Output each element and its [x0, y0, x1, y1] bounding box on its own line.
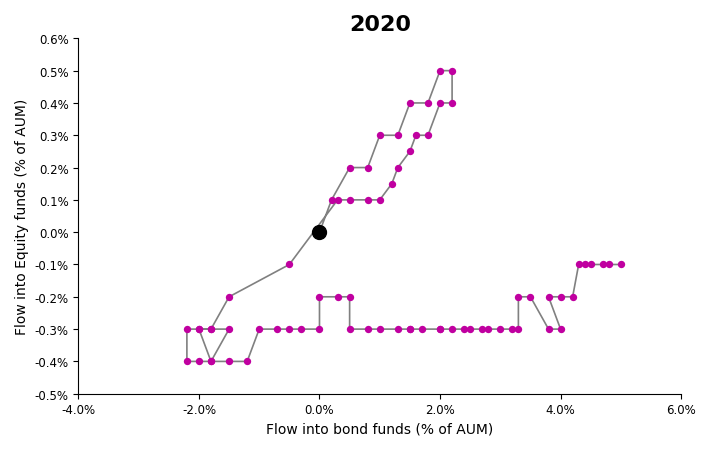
Point — [205, 326, 217, 333]
Point — [405, 326, 416, 333]
Point — [314, 229, 325, 236]
Title: 2020: 2020 — [349, 15, 411, 35]
Point — [422, 100, 434, 107]
Point — [193, 358, 205, 365]
Point — [314, 229, 325, 236]
Point — [464, 326, 476, 333]
Point — [332, 294, 343, 301]
Point — [585, 261, 597, 268]
Point — [332, 197, 343, 204]
Point — [410, 132, 422, 139]
Point — [284, 326, 295, 333]
Point — [205, 358, 217, 365]
Point — [483, 326, 494, 333]
Point — [447, 326, 458, 333]
Point — [326, 197, 337, 204]
Point — [447, 100, 458, 107]
Point — [525, 294, 536, 301]
X-axis label: Flow into bond funds (% of AUM): Flow into bond funds (% of AUM) — [266, 422, 493, 436]
Point — [242, 358, 253, 365]
Point — [579, 261, 590, 268]
Point — [193, 326, 205, 333]
Point — [422, 132, 434, 139]
Point — [555, 294, 566, 301]
Point — [434, 326, 446, 333]
Point — [459, 326, 470, 333]
Point — [597, 261, 609, 268]
Point — [223, 358, 235, 365]
Point — [193, 326, 205, 333]
Point — [374, 132, 385, 139]
Point — [507, 326, 518, 333]
Point — [615, 261, 626, 268]
Point — [392, 165, 404, 172]
Point — [542, 294, 554, 301]
Point — [205, 358, 217, 365]
Point — [181, 358, 193, 365]
Point — [344, 294, 356, 301]
Point — [205, 326, 217, 333]
Point — [223, 294, 235, 301]
Point — [434, 100, 446, 107]
Point — [405, 100, 416, 107]
Point — [181, 326, 193, 333]
Point — [405, 326, 416, 333]
Point — [392, 326, 404, 333]
Point — [362, 197, 373, 204]
Point — [447, 68, 458, 75]
Point — [254, 326, 265, 333]
Point — [362, 326, 373, 333]
Point — [344, 197, 356, 204]
Point — [344, 326, 356, 333]
Point — [344, 165, 356, 172]
Point — [555, 326, 566, 333]
Point — [567, 294, 578, 301]
Point — [223, 326, 235, 333]
Point — [374, 197, 385, 204]
Point — [513, 326, 524, 333]
Point — [296, 326, 307, 333]
Point — [405, 148, 416, 156]
Point — [314, 294, 325, 301]
Y-axis label: Flow into Equity funds (% of AUM): Flow into Equity funds (% of AUM) — [15, 99, 29, 334]
Point — [513, 294, 524, 301]
Point — [314, 326, 325, 333]
Point — [495, 326, 506, 333]
Point — [434, 68, 446, 75]
Point — [392, 132, 404, 139]
Point — [573, 261, 584, 268]
Point — [416, 326, 427, 333]
Point — [362, 165, 373, 172]
Point — [542, 326, 554, 333]
Point — [284, 261, 295, 268]
Point — [434, 326, 446, 333]
Point — [272, 326, 283, 333]
Point — [476, 326, 488, 333]
Point — [374, 326, 385, 333]
Point — [386, 181, 397, 188]
Point — [603, 261, 614, 268]
